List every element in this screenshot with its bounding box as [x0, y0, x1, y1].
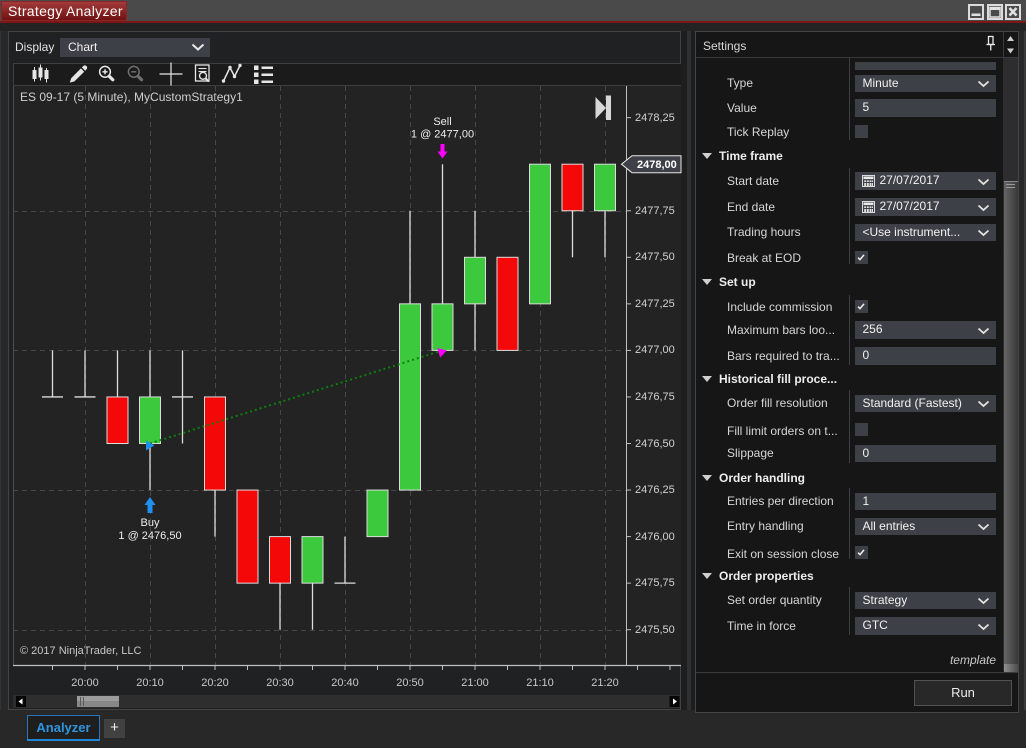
svg-text:Buy: Buy: [141, 517, 160, 529]
svg-text:1 @ 2476,50: 1 @ 2476,50: [118, 530, 181, 542]
svg-text:Sell: Sell: [433, 116, 451, 128]
svg-text:1 @ 2477,00: 1 @ 2477,00: [411, 129, 474, 141]
svg-text:2478,00: 2478,00: [637, 159, 677, 171]
